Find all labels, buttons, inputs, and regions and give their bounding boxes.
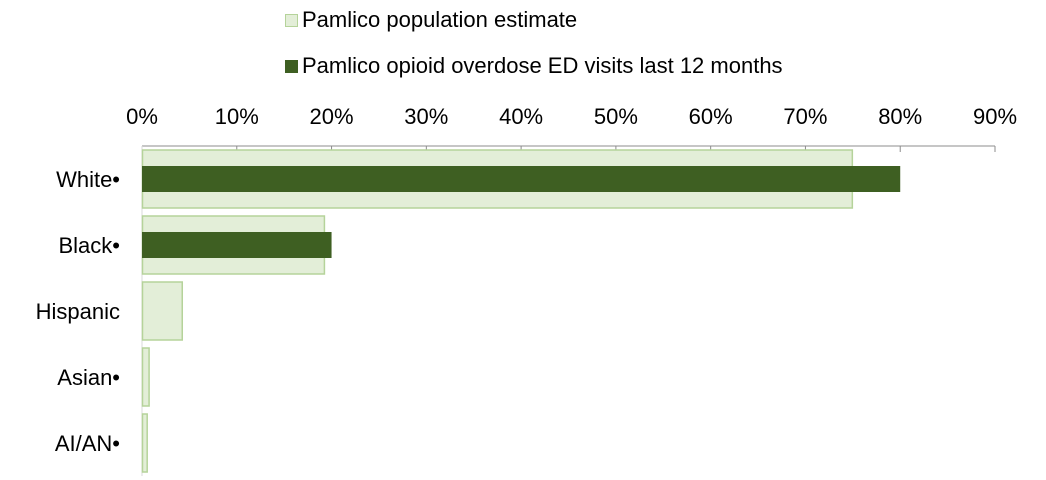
bar-population-2 <box>141 281 184 341</box>
x-tick-label: 90% <box>973 104 1017 129</box>
x-tick-label: 50% <box>594 104 638 129</box>
bar-ed-visits-0 <box>142 166 901 192</box>
x-tick-label: 20% <box>310 104 354 129</box>
legend-swatch-ed-visits <box>285 59 298 73</box>
x-tick-label: 0% <box>126 104 158 129</box>
legend-item-population: Pamlico population estimate <box>285 4 783 36</box>
category-label: Asian• <box>57 365 120 390</box>
bar-ed-visits-1 <box>142 232 332 258</box>
x-tick-label: 70% <box>783 104 827 129</box>
legend: Pamlico population estimate Pamlico opio… <box>285 4 783 82</box>
x-tick-label: 30% <box>404 104 448 129</box>
x-tick-label: 10% <box>215 104 259 129</box>
legend-swatch-population <box>285 13 298 27</box>
legend-item-ed-visits: Pamlico opioid overdose ED visits last 1… <box>285 50 783 82</box>
x-tick-label: 60% <box>689 104 733 129</box>
legend-label-ed-visits: Pamlico opioid overdose ED visits last 1… <box>302 53 783 78</box>
category-label: AI/AN• <box>55 431 120 456</box>
x-tick-label: 80% <box>878 104 922 129</box>
bar-population-3 <box>141 347 150 407</box>
category-label: Black• <box>59 233 121 258</box>
x-tick-label: 40% <box>499 104 543 129</box>
category-label: Hispanic <box>36 299 120 324</box>
legend-label-population: Pamlico population estimate <box>302 7 578 32</box>
bar-population-4 <box>141 413 148 473</box>
category-label: White• <box>56 167 120 192</box>
